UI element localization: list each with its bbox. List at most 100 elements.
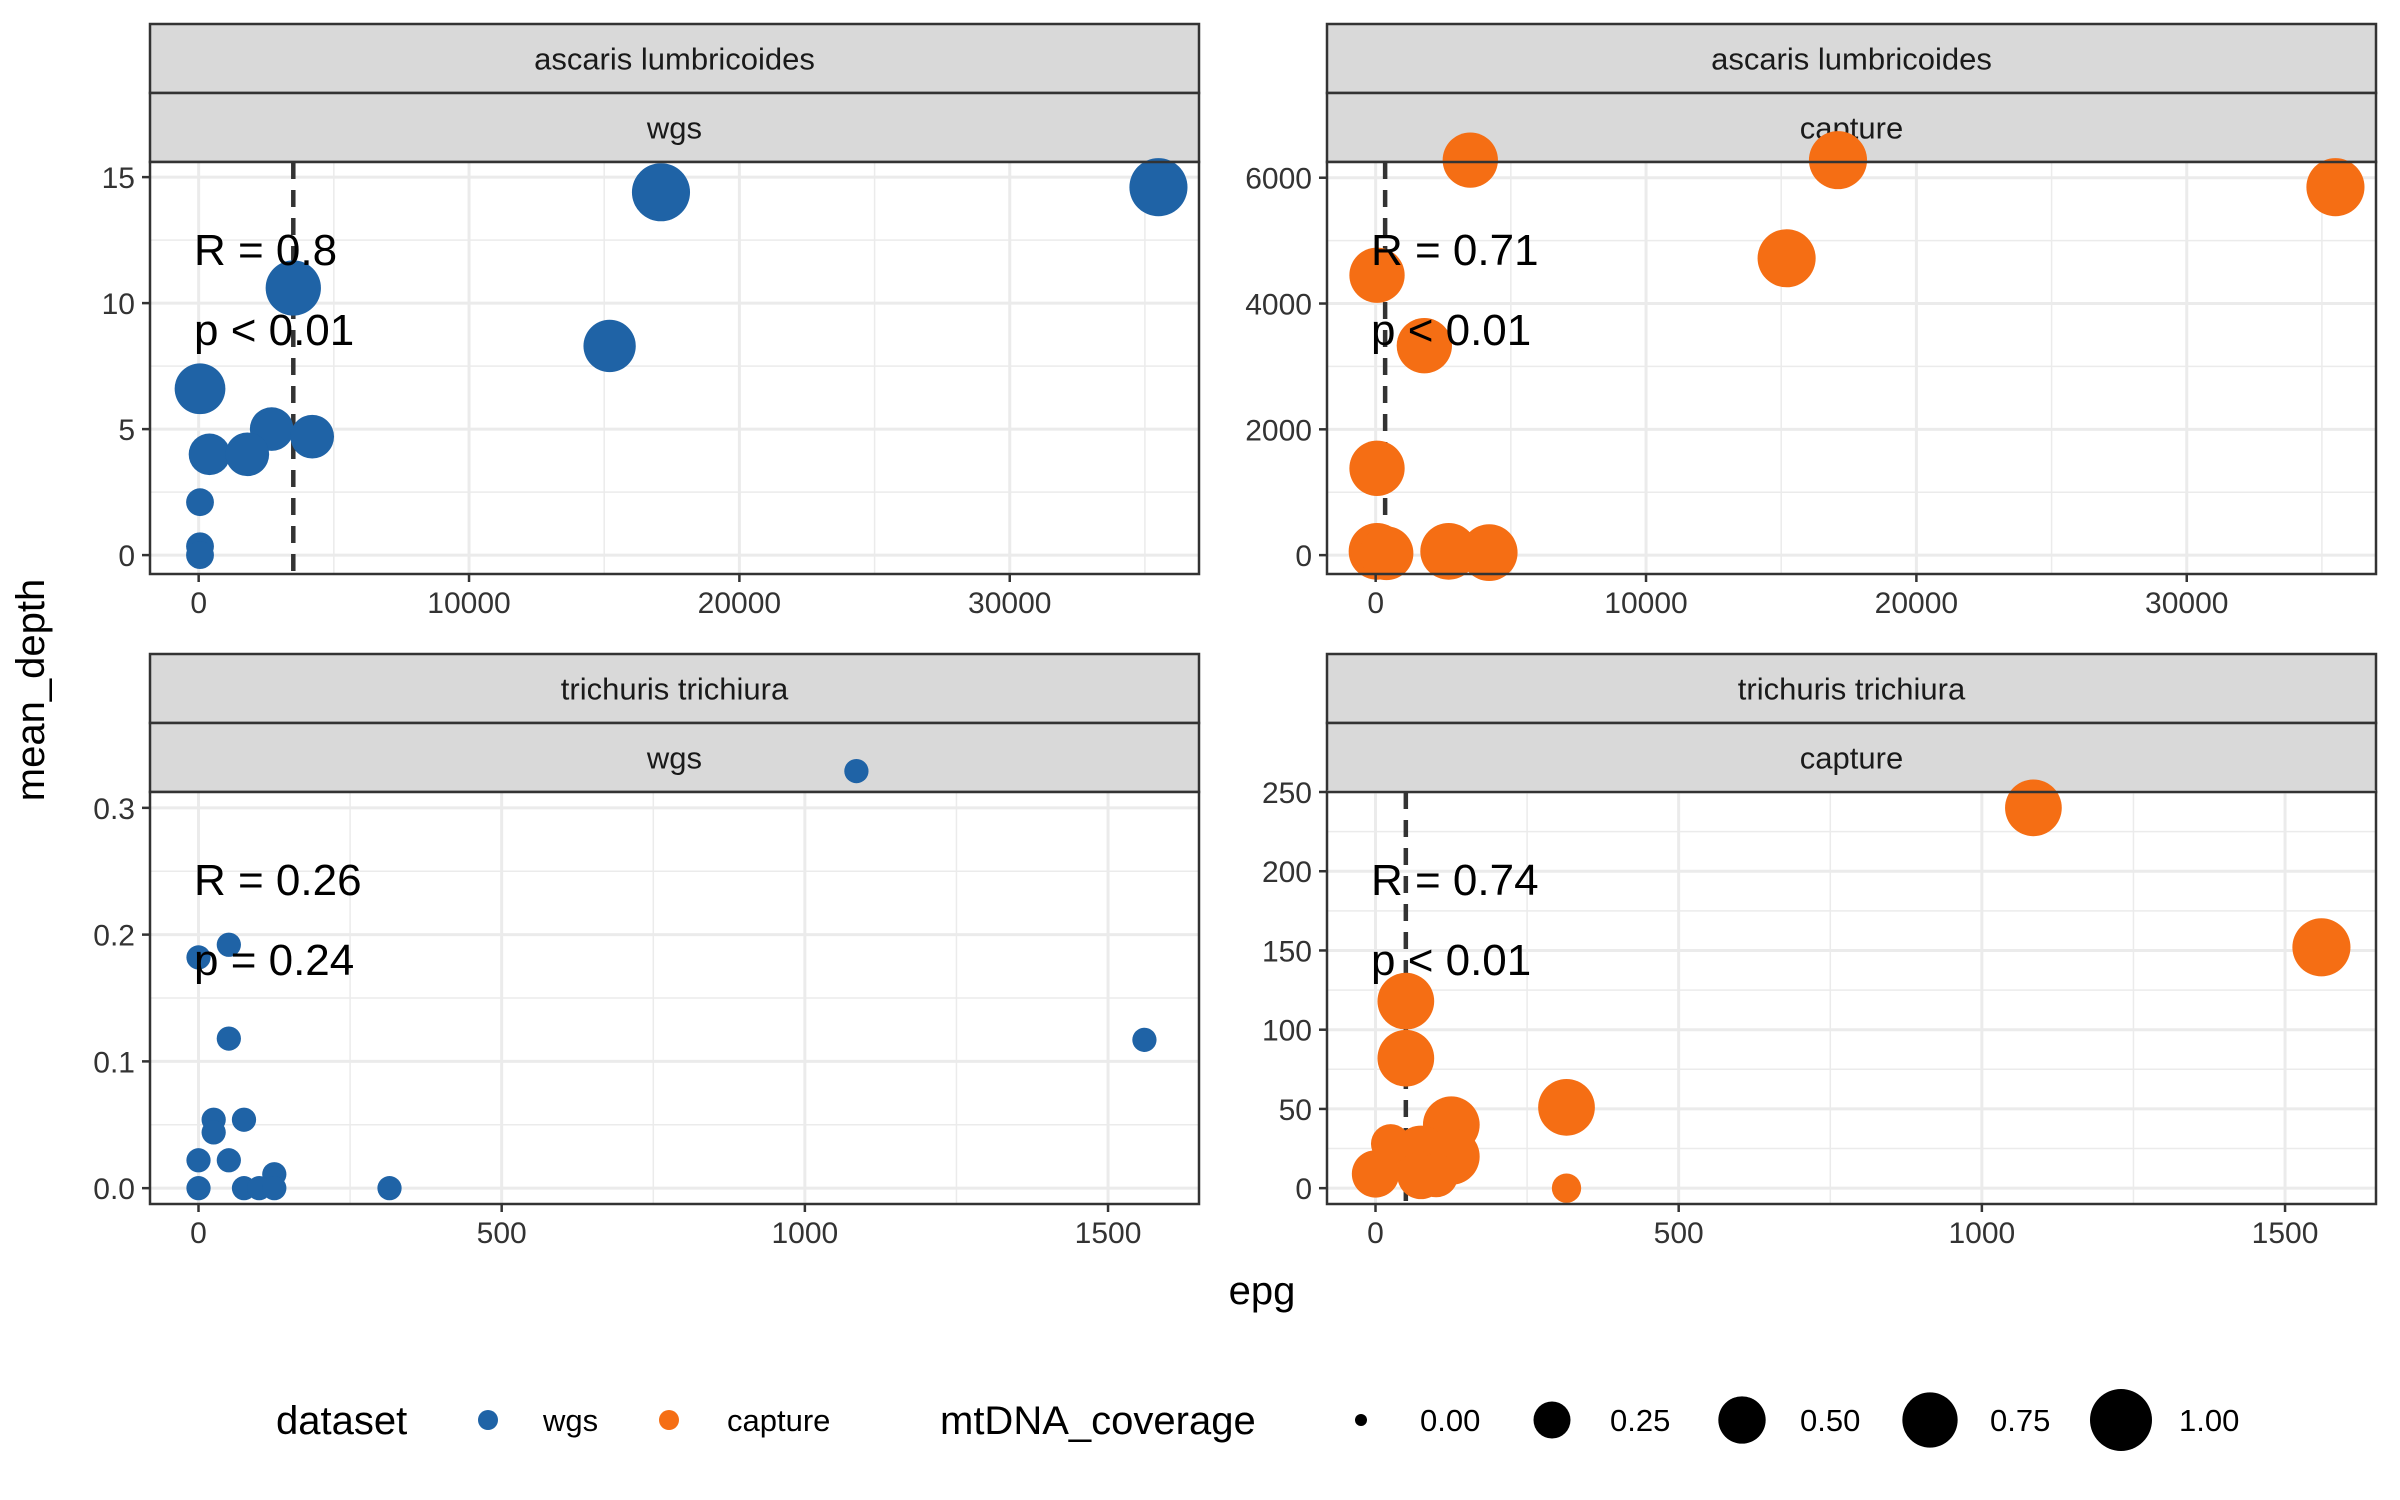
x-tick-label: 1000: [771, 1217, 838, 1250]
data-point: [262, 1176, 287, 1201]
correlation-p-label: p < 0.01: [1371, 306, 1531, 355]
x-tick-label: 0: [1367, 1217, 1384, 1250]
legend-key-capture: [659, 1410, 679, 1430]
legend-dataset-items: wgs capture: [478, 1403, 830, 1438]
panel-ascaris-wgs: ascaris lumbricoides wgs R = 0.8 p < 0.01 0 1…: [102, 22, 1201, 620]
x-tick-label: 1500: [1075, 1217, 1142, 1250]
data-point: [583, 319, 636, 373]
y-tick-label: 4000: [1245, 289, 1312, 322]
x-tick-label: 500: [477, 1217, 527, 1250]
x-tick-label: 20000: [1875, 587, 1958, 620]
x-axis-title: epg: [1229, 1269, 1296, 1313]
panels: ascaris lumbricoides wgs R = 0.8 p < 0.01 0 1…: [93, 22, 2378, 1250]
data-point: [1757, 229, 1816, 288]
data-point: [1349, 247, 1405, 303]
strip-bottom-label: wgs: [646, 741, 702, 776]
strip-top-label: trichuris trichiura: [1738, 672, 1966, 707]
x-tick-label: 500: [1654, 1217, 1704, 1250]
data-point: [231, 1107, 257, 1132]
panel-border: [148, 790, 1201, 1206]
y-tick-label: 2000: [1245, 414, 1312, 447]
strip-bottom-label: wgs: [646, 111, 702, 146]
x-tick-label: 10000: [1604, 587, 1687, 620]
strip-top-box: [148, 22, 1201, 95]
legend-size-key: [2090, 1389, 2152, 1451]
data-point: [1442, 132, 1498, 188]
legend-size-label: 0.50: [1800, 1403, 1860, 1438]
y-tick-label: 0.3: [93, 793, 135, 826]
data-point: [188, 433, 231, 476]
x-tick-label: 0: [190, 1217, 207, 1250]
legend-size-key: [1902, 1392, 1958, 1448]
data-point: [201, 1120, 226, 1145]
data-point: [1370, 1124, 1411, 1164]
legend-dataset-title: dataset: [276, 1399, 407, 1443]
y-tick-label: 6000: [1245, 163, 1312, 196]
data-point: [2292, 918, 2351, 977]
data-point: [1359, 526, 1414, 581]
strip-bottom-box: [148, 721, 1201, 794]
data-point: [1377, 972, 1435, 1030]
y-tick-label: 0.1: [93, 1046, 135, 1079]
data-point: [631, 163, 691, 222]
y-axis-title: mean_depth: [9, 579, 53, 801]
data-point: [1349, 440, 1405, 496]
legend-size-items: 0.00 0.25 0.50 0.75 1.00: [1355, 1389, 2239, 1451]
panel-trichuris-wgs: trichuris trichiura wgs R = 0.26 p = 0.24 0 5…: [93, 652, 1201, 1250]
strip-top-box: [148, 652, 1201, 725]
legend-label-wgs: wgs: [542, 1403, 598, 1438]
strip-top-box: [1325, 22, 2378, 95]
y-tick-label: 10: [102, 288, 135, 321]
strip-top-label: ascaris lumbricoides: [1711, 42, 1992, 77]
y-tick-label: 15: [102, 162, 135, 195]
legend-size-label: 0.25: [1610, 1403, 1670, 1438]
strip-bottom-box: [1325, 721, 2378, 794]
y-tick-label: 250: [1262, 777, 1312, 810]
x-tick-label: 1500: [2252, 1217, 2319, 1250]
data-point: [290, 414, 335, 459]
x-tick-label: 10000: [427, 587, 510, 620]
data-point: [216, 932, 241, 957]
legend-size-key: [1718, 1396, 1766, 1444]
correlation-r-label: R = 0.71: [1371, 226, 1539, 275]
correlation-r-label: R = 0.26: [194, 856, 362, 905]
panel-background: [1327, 162, 2376, 574]
data-point: [186, 945, 211, 970]
data-point: [1808, 131, 1868, 190]
strip-top-label: trichuris trichiura: [561, 672, 789, 707]
data-point: [1396, 318, 1452, 374]
strip-top-box: [1325, 652, 2378, 725]
data-point: [186, 1148, 211, 1173]
y-tick-label: 0: [1295, 1173, 1312, 1206]
legend-size-key: [1355, 1414, 1367, 1426]
data-point: [1414, 1153, 1458, 1198]
legend-size-label: 1.00: [2179, 1403, 2239, 1438]
x-tick-label: 20000: [698, 587, 781, 620]
x-tick-label: 0: [1367, 587, 1384, 620]
data-point: [216, 1026, 241, 1051]
strip-bottom-label: capture: [1800, 741, 1903, 776]
y-tick-label: 0: [118, 540, 135, 573]
data-point: [265, 260, 321, 316]
data-point: [186, 488, 214, 517]
panel-background: [1327, 792, 2376, 1204]
legend-size-key: [1533, 1401, 1571, 1439]
panel-trichuris-capture: trichuris trichiura capture R = 0.74 p < 0.…: [1262, 652, 2378, 1250]
data-point: [1129, 158, 1188, 217]
data-point: [377, 1176, 402, 1201]
x-tick-label: 1000: [1948, 1217, 2015, 1250]
data-point: [844, 758, 869, 784]
panel-border: [148, 160, 1201, 576]
y-tick-label: 0.2: [93, 920, 135, 953]
panel-background: [150, 162, 1199, 574]
y-tick-label: 0.0: [93, 1173, 135, 1206]
strip-top-label: ascaris lumbricoides: [534, 42, 815, 77]
data-point: [2005, 779, 2062, 837]
data-point: [1460, 524, 1518, 581]
strip-bottom-box: [148, 91, 1201, 164]
data-point: [174, 363, 226, 415]
y-tick-label: 0: [1295, 540, 1312, 573]
correlation-p-label: p < 0.01: [194, 306, 354, 355]
